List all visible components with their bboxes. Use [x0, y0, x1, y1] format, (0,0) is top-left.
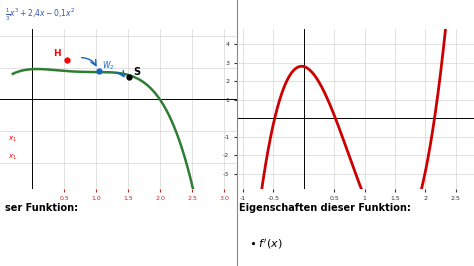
Text: $x_1$: $x_1$ [8, 135, 17, 144]
Text: H: H [53, 49, 61, 58]
Text: $\frac{1}{3}x^3 + 2{,}4x - 0{,}1x^2$: $\frac{1}{3}x^3 + 2{,}4x - 0{,}1x^2$ [5, 6, 75, 23]
Text: $x_1$: $x_1$ [8, 152, 17, 162]
Text: ser Funktion:: ser Funktion: [5, 203, 78, 213]
Text: S: S [133, 67, 140, 77]
Text: Eigenschaften dieser Funktion:: Eigenschaften dieser Funktion: [239, 203, 411, 213]
Text: $W_2$: $W_2$ [102, 60, 114, 72]
Text: $\bullet\;f'(x)$: $\bullet\;f'(x)$ [249, 236, 283, 251]
